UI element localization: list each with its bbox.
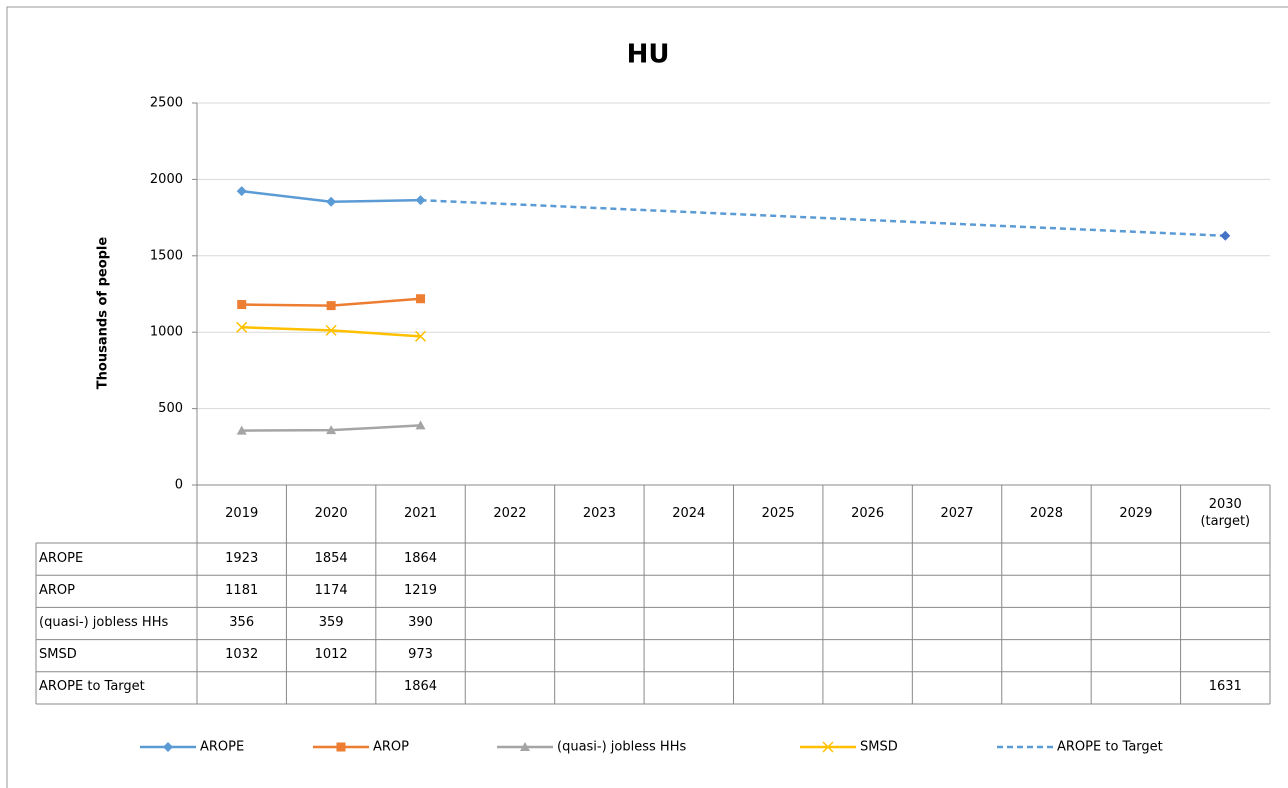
legend-label: AROP	[373, 740, 409, 755]
table-row-label: AROP	[39, 582, 75, 598]
table-value: 1923	[225, 550, 259, 566]
table-row-label: (quasi-) jobless HHs	[39, 615, 169, 631]
table-row-label: SMSD	[39, 647, 77, 663]
marker	[415, 420, 426, 430]
y-axis-label: Thousands of people	[96, 237, 111, 390]
legend-label: SMSD	[860, 740, 898, 755]
table-value: 973	[408, 647, 433, 663]
marker	[326, 301, 336, 311]
marker	[520, 742, 530, 751]
y-tick-label: 2000	[150, 172, 183, 187]
table-value: 1864	[403, 679, 438, 695]
chart-border	[6, 6, 1288, 788]
marker	[237, 300, 247, 310]
table-value: 1219	[403, 582, 438, 598]
x-tick-label: 2029	[1119, 505, 1153, 521]
y-tick-label: 1500	[150, 248, 183, 263]
marker	[326, 425, 337, 435]
marker	[236, 186, 247, 197]
marker	[415, 330, 427, 342]
table-value: 1631	[1208, 679, 1242, 695]
x-tick-label: 2025	[761, 505, 795, 521]
x-tick-label: 2021	[403, 505, 438, 521]
marker	[416, 294, 426, 304]
table-value: 356	[229, 615, 255, 631]
y-tick-label: 0	[175, 478, 183, 493]
table-value: 390	[408, 615, 433, 631]
table-value: 1181	[225, 582, 259, 598]
legend-label: AROPE	[200, 740, 244, 755]
x-tick-label: 2020	[314, 505, 348, 521]
chart-title: HU	[627, 40, 670, 70]
y-tick-label: 1000	[150, 325, 183, 340]
y-tick-label: 500	[158, 401, 183, 416]
table-value: 359	[318, 615, 344, 631]
x-tick-label: 2026	[851, 505, 885, 521]
marker	[236, 425, 247, 435]
x-tick-label: 2024	[672, 505, 706, 521]
marker	[326, 196, 337, 207]
marker	[336, 742, 346, 752]
marker	[822, 741, 834, 753]
table-value: 1174	[314, 582, 348, 598]
table-row-label: AROPE to Target	[39, 679, 145, 695]
x-tick-label: 2030 (target)	[1200, 497, 1251, 529]
table-value: 1032	[225, 647, 259, 663]
marker	[1220, 230, 1231, 241]
table-value: 1854	[314, 550, 348, 566]
table-value: 1012	[314, 647, 348, 663]
x-tick-label: 2022	[493, 505, 527, 521]
x-tick-label: 2023	[582, 505, 616, 521]
marker	[163, 742, 173, 752]
table-row-label: AROPE	[39, 550, 84, 566]
x-tick-label: 2027	[940, 505, 974, 521]
series-line	[420, 198, 1226, 238]
legend-label: (quasi-) jobless HHs	[557, 740, 686, 755]
marker	[325, 324, 337, 336]
legend-label: AROPE to Target	[1057, 740, 1163, 755]
table-value: 1864	[403, 550, 438, 566]
x-tick-label: 2019	[225, 505, 259, 521]
y-tick-label: 2500	[150, 96, 183, 111]
marker	[236, 321, 248, 333]
x-tick-label: 2028	[1029, 505, 1063, 521]
